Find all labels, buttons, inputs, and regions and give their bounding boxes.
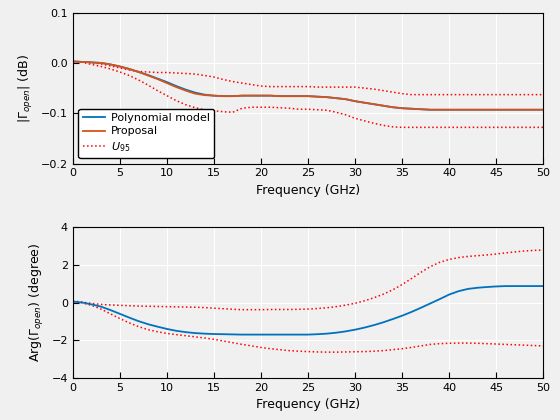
Proposal <box>408 106 415 111</box>
Proposal <box>540 107 547 112</box>
Proposal <box>380 103 386 108</box>
Polynomial model <box>530 107 537 112</box>
Line: Proposal: Proposal <box>73 61 543 110</box>
Legend: Polynomial model, Proposal, $U_{95}$: Polynomial model, Proposal, $U_{95}$ <box>78 109 214 158</box>
Proposal <box>173 84 180 89</box>
Proposal <box>530 107 537 112</box>
Polynomial model <box>173 84 180 89</box>
Y-axis label: Arg($\Gamma_{open}$) (degree): Arg($\Gamma_{open}$) (degree) <box>28 243 46 362</box>
Proposal <box>211 93 217 98</box>
Y-axis label: |$\Gamma_{open}$| (dB): |$\Gamma_{open}$| (dB) <box>17 54 35 123</box>
Polynomial model <box>427 107 433 112</box>
Proposal <box>69 59 76 64</box>
Proposal <box>427 107 433 112</box>
Polynomial model <box>220 94 227 99</box>
X-axis label: Frequency (GHz): Frequency (GHz) <box>256 399 360 412</box>
Proposal <box>220 94 227 99</box>
Polynomial model <box>69 59 76 64</box>
Line: Polynomial model: Polynomial model <box>73 61 543 110</box>
Polynomial model <box>211 93 217 98</box>
Polynomial model <box>540 107 547 112</box>
Polynomial model <box>408 106 415 111</box>
Polynomial model <box>380 103 386 108</box>
X-axis label: Frequency (GHz): Frequency (GHz) <box>256 184 360 197</box>
